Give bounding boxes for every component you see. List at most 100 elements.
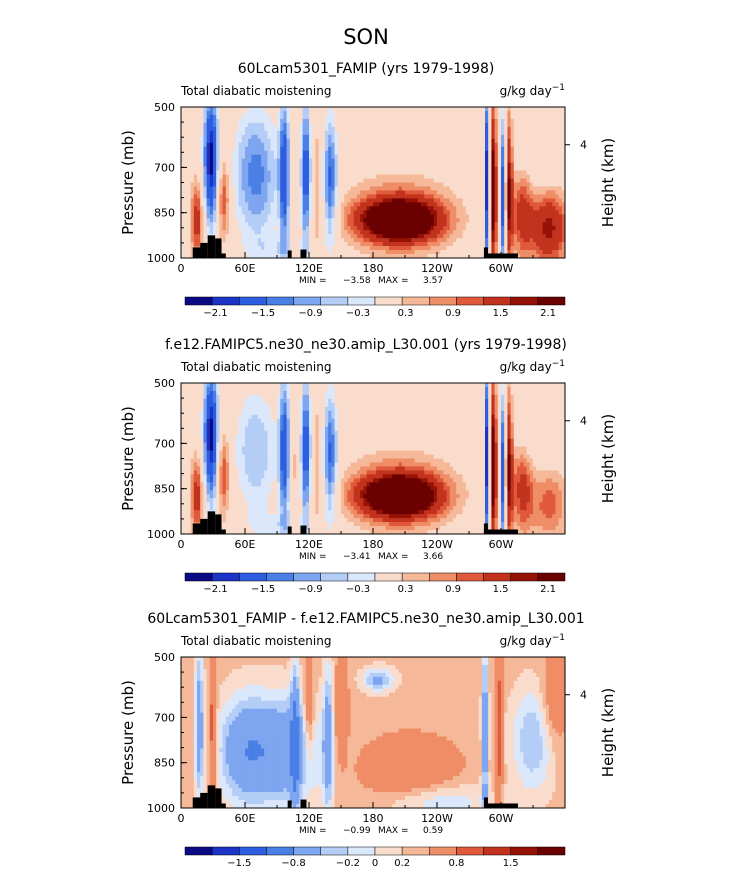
contour-cell — [459, 162, 463, 167]
contour-cell — [305, 186, 310, 191]
contour-cell — [520, 254, 524, 259]
contour-cell — [353, 154, 358, 159]
contour-cell — [427, 186, 431, 191]
contour-cell — [520, 122, 524, 128]
contour-cell — [190, 386, 195, 392]
x-tick-label: 120E — [295, 262, 323, 275]
contour-cell — [376, 126, 380, 132]
contour-cell — [459, 146, 463, 152]
contour-cell — [395, 166, 399, 171]
contour-cell — [286, 186, 291, 191]
contour-cell — [494, 214, 499, 219]
contour-cell — [366, 250, 371, 255]
contour-cell — [203, 118, 207, 124]
contour-cell — [309, 194, 313, 199]
contour-cell — [481, 110, 486, 116]
contour-cell — [497, 250, 502, 255]
contour-cell — [209, 114, 214, 120]
contour-cell — [533, 146, 537, 152]
contour-cell — [405, 230, 409, 235]
contour-cell — [206, 154, 211, 159]
contour-cell — [309, 222, 313, 227]
contour-cell — [219, 170, 223, 175]
contour-cell — [533, 226, 537, 231]
contour-cell — [536, 226, 540, 231]
contour-cell — [257, 107, 262, 112]
contour-cell — [469, 150, 473, 156]
contour-cell — [357, 214, 361, 219]
contour-cell — [469, 186, 473, 191]
contour-cell — [433, 122, 438, 128]
contour-cell — [443, 158, 447, 163]
contour-cell — [341, 234, 345, 239]
contour-cell — [222, 242, 227, 247]
contour-cell — [424, 178, 428, 183]
contour-cell — [405, 194, 409, 199]
contour-cell — [267, 383, 271, 388]
contour-cell — [321, 170, 326, 175]
contour-cell — [277, 122, 281, 128]
contour-cell — [197, 198, 201, 203]
contour-cell — [209, 182, 214, 187]
contour-cell — [293, 186, 297, 191]
contour-cell — [561, 234, 566, 239]
contour-cell — [430, 118, 435, 124]
contour-cell — [517, 226, 521, 231]
contour-cell — [293, 210, 297, 215]
contour-cell — [533, 166, 537, 171]
contour-cell — [389, 138, 393, 144]
contour-cell — [475, 234, 479, 239]
contour-cell — [488, 154, 492, 159]
contour-cell — [427, 170, 431, 175]
contour-cell — [385, 254, 390, 259]
contour-cell — [459, 226, 463, 231]
contour-cell — [331, 138, 335, 144]
contour-cell — [549, 126, 553, 132]
contour-cell — [219, 210, 223, 215]
contour-cell — [520, 383, 524, 388]
contour-cell — [325, 242, 329, 247]
contour-cell — [411, 154, 415, 159]
contour-cell — [472, 222, 476, 227]
contour-cell — [481, 142, 486, 148]
contour-cell — [222, 166, 227, 171]
contour-cell — [379, 226, 383, 231]
contour-cell — [257, 162, 262, 167]
contour-cell — [315, 186, 319, 191]
contour-cell — [193, 202, 198, 207]
contour-cell — [382, 138, 387, 144]
contour-cell — [475, 146, 479, 152]
contour-cell — [385, 126, 390, 132]
contour-cell — [309, 210, 313, 215]
contour-cell — [494, 122, 499, 128]
contour-cell — [193, 150, 198, 156]
contour-cell — [184, 138, 188, 144]
contour-cell — [328, 198, 332, 203]
contour-cell — [513, 146, 518, 152]
contour-cell — [229, 218, 233, 223]
contour-cell — [325, 182, 329, 187]
contour-cell — [382, 182, 387, 187]
contour-cell — [513, 250, 518, 255]
contour-cell — [408, 194, 412, 199]
contour-cell — [539, 210, 543, 215]
contour-cell — [344, 138, 348, 144]
contour-cell — [542, 254, 547, 259]
contour-cell — [254, 166, 259, 171]
contour-cell — [229, 386, 233, 392]
contour-cell — [277, 178, 281, 183]
contour-cell — [251, 214, 255, 219]
contour-cell — [337, 162, 342, 167]
contour-cell — [443, 130, 447, 136]
contour-cell — [347, 150, 351, 156]
contour-cell — [373, 114, 377, 120]
contour-cell — [472, 118, 476, 124]
contour-cell — [395, 383, 399, 388]
contour-cell — [491, 242, 495, 247]
contour-cell — [433, 390, 438, 396]
contour-cell — [357, 178, 361, 183]
contour-cell — [187, 186, 191, 191]
contour-cell — [507, 126, 511, 132]
contour-cell — [472, 107, 476, 112]
contour-cell — [376, 146, 380, 152]
